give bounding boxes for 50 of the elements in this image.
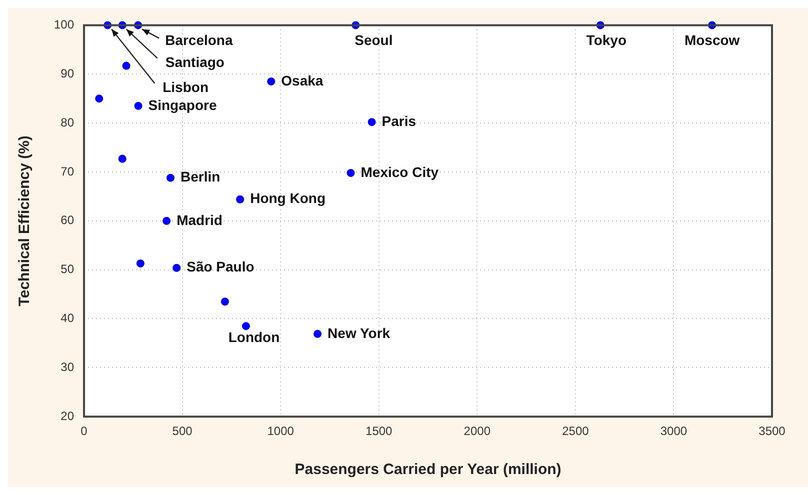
x-axis-title: Passengers Carried per Year (million)	[294, 461, 562, 478]
x-tick-label: 2500	[562, 424, 590, 438]
annotation: Tokyo	[586, 32, 626, 48]
point	[118, 154, 126, 163]
annotation: Mexico City	[360, 164, 439, 180]
annotation: Seoul	[354, 32, 393, 48]
point	[267, 77, 276, 86]
annotation: Singapore	[148, 96, 217, 113]
y-tick-label: 90	[60, 66, 74, 80]
point	[236, 195, 244, 204]
point	[134, 102, 142, 110]
y-tick-label: 20	[60, 408, 74, 423]
annotation: Barcelona	[165, 32, 233, 48]
point	[314, 330, 322, 338]
x-tick-label: 1500	[366, 424, 393, 438]
annotation: London	[228, 328, 280, 345]
y-tick-label: 70	[60, 164, 74, 178]
annotation: Santiago	[165, 54, 224, 70]
annotation: Paris	[382, 112, 416, 129]
point	[172, 264, 181, 272]
annotation: Berlin	[180, 168, 220, 185]
annotation: Lisbon	[162, 79, 208, 96]
point	[136, 259, 144, 268]
point	[220, 298, 229, 306]
annotation: Osaka	[281, 72, 324, 88]
y-tick-label: 100	[54, 18, 74, 32]
x-tick-label: 3500	[758, 424, 786, 438]
y-axis-title: Technical Efficiency (%)	[16, 136, 34, 306]
x-tick-label: 500	[172, 424, 193, 438]
point	[162, 216, 171, 225]
annotation: Madrid	[176, 212, 222, 228]
point	[122, 62, 130, 70]
annotation: Moscow	[684, 32, 740, 48]
point	[166, 174, 175, 182]
point	[368, 118, 376, 126]
annotation: New York	[328, 324, 390, 341]
y-tick-label: 80	[60, 115, 74, 130]
point	[242, 322, 250, 330]
y-tick-label: 40	[60, 311, 74, 326]
x-tick-label: 2000	[464, 424, 491, 438]
point	[346, 168, 355, 177]
x-tick-label: 0	[80, 424, 88, 438]
point	[95, 94, 104, 103]
y-tick-label: 50	[60, 262, 74, 276]
annotation: Hong Kong	[250, 190, 326, 206]
y-tick-label: 60	[60, 213, 74, 228]
annotation: São Paulo	[186, 258, 254, 275]
x-tick-label: 3000	[660, 424, 688, 438]
x-tick-label: 1000	[267, 424, 294, 438]
y-tick-label: 30	[60, 360, 74, 374]
